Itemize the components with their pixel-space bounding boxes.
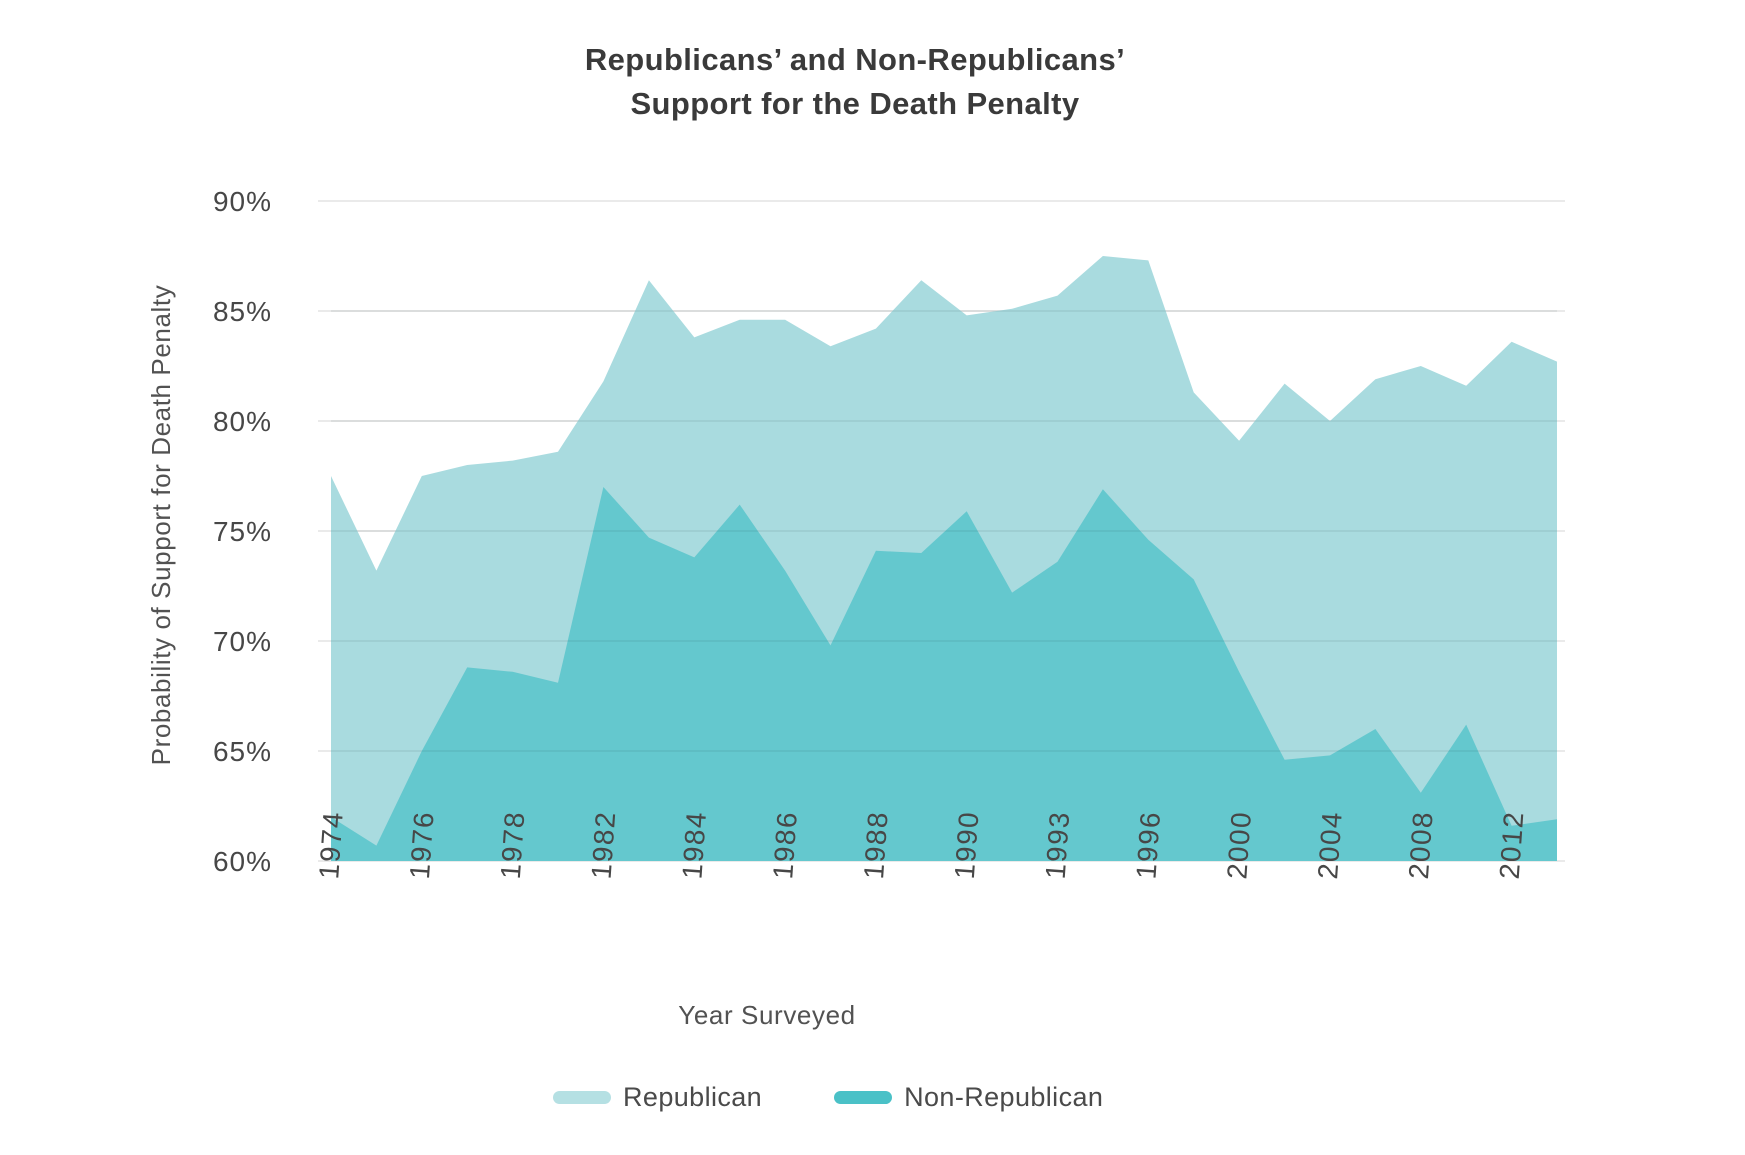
x-tick-label: 1986 xyxy=(767,810,803,880)
chart-title-line2: Support for the Death Penalty xyxy=(630,86,1080,121)
x-tick-label: 1993 xyxy=(1040,810,1076,880)
x-tick-label: 1988 xyxy=(858,810,894,880)
x-axis-title: Year Surveyed xyxy=(678,1000,856,1030)
x-tick-label: 1978 xyxy=(495,810,531,880)
y-tick-label: 60% xyxy=(213,846,272,877)
chart-title: Republicans’ and Non-Republicans’ Suppor… xyxy=(20,38,1690,126)
non-republican-swatch-icon xyxy=(834,1091,893,1104)
legend: Republican Non-Republican xyxy=(553,1082,1103,1113)
x-tick-label: 1990 xyxy=(949,810,985,880)
y-tick-label: 75% xyxy=(213,516,272,547)
y-tick-label: 70% xyxy=(213,626,272,657)
x-tick-label: 1974 xyxy=(313,810,349,880)
y-tick-label: 85% xyxy=(213,296,272,327)
x-tick-label: 2004 xyxy=(1312,810,1348,880)
republican-swatch-icon xyxy=(553,1091,611,1104)
x-tick-label: 2000 xyxy=(1221,810,1257,880)
x-tick-label: 1984 xyxy=(676,810,712,880)
legend-label-republican: Republican xyxy=(623,1082,763,1112)
x-tick-label: 2012 xyxy=(1494,810,1530,880)
area-non-republican xyxy=(331,487,1557,861)
legend-item-non-republican: Non-Republican xyxy=(834,1082,1103,1113)
x-tick-label: 1982 xyxy=(586,810,622,880)
y-tick-label: 90% xyxy=(213,186,272,217)
x-tick-label: 1996 xyxy=(1130,810,1166,880)
chart-title-line1: Republicans’ and Non-Republicans’ xyxy=(584,42,1126,77)
x-tick-label: 1976 xyxy=(404,810,440,880)
legend-label-non-republican: Non-Republican xyxy=(904,1082,1104,1112)
x-tick-label: 2008 xyxy=(1403,810,1439,880)
y-tick-label: 80% xyxy=(213,406,272,437)
y-tick-label: 65% xyxy=(213,736,272,767)
legend-item-republican: Republican xyxy=(553,1082,762,1113)
